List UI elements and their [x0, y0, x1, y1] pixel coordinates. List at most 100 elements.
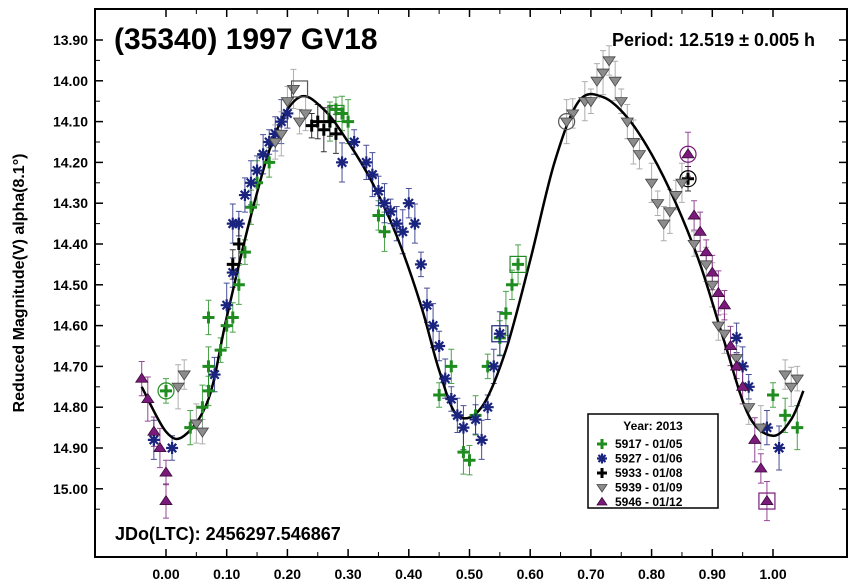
data-point-shape [208, 368, 221, 381]
data-point [717, 299, 732, 310]
data-point-shape [602, 56, 616, 67]
data-point [268, 137, 283, 149]
data-point [208, 368, 221, 381]
x-tick-label: 0.70 [577, 566, 604, 582]
data-point-shape [396, 225, 409, 238]
y-tick-label: 13.90 [53, 32, 88, 48]
y-tick-label: 14.80 [53, 399, 88, 415]
data-point [298, 109, 313, 120]
data-point-shape [433, 340, 446, 352]
x-tick-label: 0.40 [395, 566, 422, 582]
data-point [463, 454, 476, 467]
data-point-shape [275, 115, 288, 128]
data-point [693, 225, 707, 236]
legend-marker [597, 453, 607, 464]
data-point-shape [626, 137, 641, 149]
y-tick-label: 15.00 [53, 481, 88, 497]
legend-entry: 5933 - 01/08 [597, 466, 683, 480]
data-point [232, 238, 245, 250]
data-point [134, 372, 149, 383]
data-point-shape [687, 239, 701, 251]
data-point-shape [729, 360, 744, 371]
data-point [311, 115, 324, 128]
legend-entry: 5946 - 01/12 [596, 495, 683, 509]
data-point [735, 380, 750, 391]
data-point-shape [427, 319, 440, 332]
legend-marker-shape [597, 453, 607, 464]
data-point-shape [184, 421, 197, 434]
data-point-shape [159, 494, 173, 506]
data-point [281, 107, 294, 120]
y-tick-label: 14.00 [53, 73, 88, 89]
data-point-shape [202, 384, 215, 397]
data-point-shape [791, 421, 804, 434]
data-point [226, 258, 239, 271]
data-point-shape [705, 280, 720, 291]
data-point [433, 340, 446, 352]
data-point-shape [736, 360, 749, 373]
data-point-shape [160, 384, 172, 397]
data-point-shape [311, 115, 324, 128]
data-point-shape [220, 299, 233, 312]
legend-entry-label: 5933 - 01/08 [615, 466, 683, 480]
legend-entry-label: 5917 - 01/05 [615, 437, 683, 451]
data-point-shape [269, 127, 282, 140]
data-point-shape [748, 433, 762, 444]
x-tick-label: 1.00 [759, 566, 786, 582]
data-point-shape [730, 331, 743, 344]
legend-marker-shape [596, 496, 608, 506]
legend-marker-shape [597, 439, 607, 449]
data-point-shape [372, 209, 385, 222]
data-point [166, 442, 179, 454]
legend-entry-label: 5946 - 01/12 [615, 495, 683, 509]
data-point [754, 423, 768, 434]
data-point [372, 184, 385, 197]
data-point [711, 286, 726, 297]
x-tick-label: 0.90 [699, 566, 726, 582]
data-point-shape [372, 184, 385, 197]
data-point [378, 197, 391, 210]
data-point [171, 382, 185, 393]
data-point [226, 266, 239, 279]
x-tick-label: 0.60 [517, 566, 544, 582]
data-point-shape [760, 421, 773, 434]
data-point-boxed [491, 325, 509, 343]
data-point-shape [202, 360, 215, 373]
data-point-shape [790, 374, 805, 385]
data-point-shape [384, 205, 397, 218]
data-point [682, 172, 695, 185]
data-point-circled [157, 382, 175, 400]
data-point-shape [675, 178, 689, 189]
data-point-shape [195, 427, 210, 438]
data-point [220, 299, 233, 312]
data-point [372, 209, 385, 222]
y-tick-label: 14.90 [53, 440, 88, 456]
x-tick-label: 0.20 [274, 566, 301, 582]
data-point [414, 258, 427, 271]
data-point-shape [717, 299, 732, 310]
x-tick-label: 0.80 [638, 566, 665, 582]
data-point-shape [505, 278, 518, 291]
data-point [274, 129, 289, 140]
data-point-shape [238, 246, 251, 259]
data-point [778, 370, 792, 381]
data-point-shape [232, 238, 245, 250]
data-point [736, 360, 749, 373]
y-tick-label: 14.10 [53, 114, 88, 130]
data-point [421, 299, 434, 312]
data-point-shape [451, 409, 464, 422]
data-point-shape [693, 225, 707, 236]
data-point [317, 123, 330, 136]
data-point-shape [717, 329, 732, 340]
data-point-shape [329, 127, 342, 140]
data-point [196, 401, 209, 414]
data-point-shape [226, 311, 239, 324]
data-point [348, 136, 361, 148]
data-point [512, 258, 525, 271]
data-point-shape [620, 117, 635, 128]
data-point-shape [596, 68, 610, 79]
data-point-shape [779, 409, 792, 422]
legend-title: Year: 2013 [623, 419, 683, 433]
data-point-shape [286, 84, 301, 96]
